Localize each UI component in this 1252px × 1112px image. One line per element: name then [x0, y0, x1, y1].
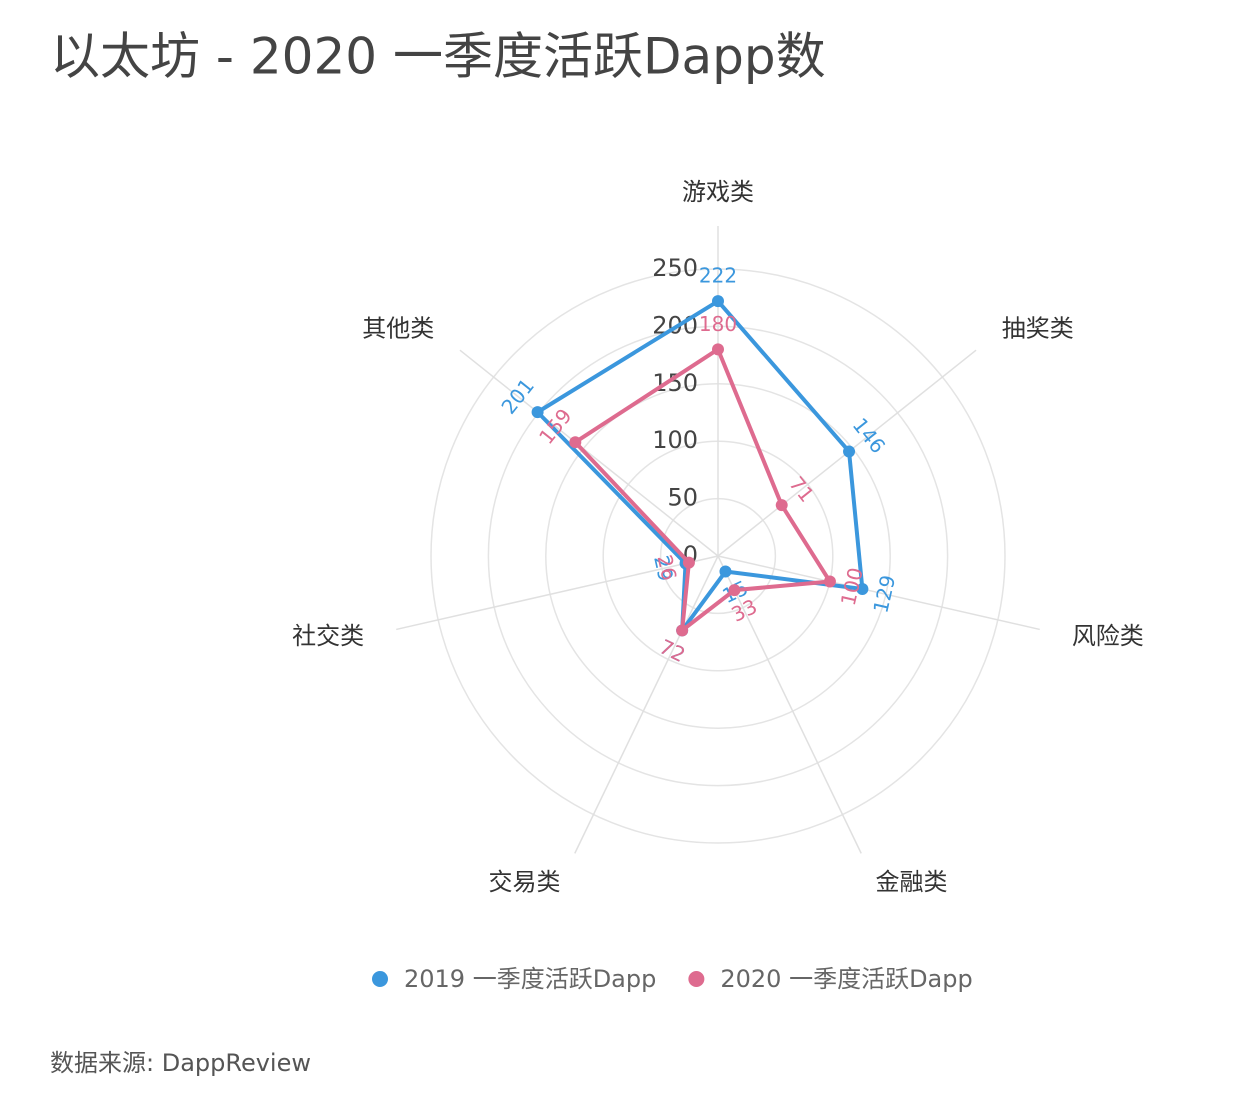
spoke — [717, 555, 1040, 631]
data-point — [856, 582, 869, 595]
data-point — [843, 445, 856, 458]
data-label: 180 — [699, 312, 737, 336]
data-label: 71 — [784, 472, 819, 507]
data-label: 100 — [836, 565, 868, 608]
data-label: 29 — [649, 553, 678, 583]
category-label: 金融类 — [875, 868, 947, 896]
data-label: 129 — [868, 573, 900, 616]
category-label: 风险类 — [1072, 622, 1144, 650]
data-point — [719, 565, 732, 578]
data-point — [569, 436, 582, 449]
category-label: 社交类 — [292, 622, 364, 650]
data-label: 26 — [652, 553, 681, 583]
chart-title: 以太坊 - 2020 一季度活跃Dapp数 — [50, 28, 826, 86]
category-label: 交易类 — [489, 868, 561, 896]
data-label: 222 — [699, 264, 737, 288]
series-line — [535, 299, 865, 633]
y-tick-label: 50 — [667, 484, 698, 512]
category-label: 抽奖类 — [1002, 315, 1074, 343]
series-line — [573, 347, 832, 633]
data-point — [728, 584, 741, 597]
spoke — [396, 555, 719, 631]
y-tick-label: 250 — [652, 254, 698, 282]
y-tick-label: 100 — [652, 426, 698, 454]
data-point — [775, 499, 788, 512]
legend-label: 2020 一季度活跃Dapp — [720, 965, 972, 993]
y-tick-label: 150 — [652, 369, 698, 397]
spoke — [459, 349, 719, 557]
data-point — [712, 343, 724, 356]
category-label: 其他类 — [362, 315, 434, 343]
data-point — [531, 406, 544, 419]
legend-marker — [688, 971, 705, 987]
spoke — [574, 555, 719, 854]
data-point — [676, 624, 689, 637]
category-label: 游戏类 — [682, 178, 754, 206]
data-point — [712, 295, 724, 308]
data-point — [823, 575, 836, 588]
legend-label: 2019 一季度活跃Dapp — [404, 965, 656, 993]
data-label: 72 — [656, 634, 689, 667]
legend-marker — [372, 971, 388, 987]
spoke — [717, 555, 862, 854]
source-note: 数据来源: DappReview — [50, 1049, 311, 1077]
data-point — [682, 556, 695, 569]
